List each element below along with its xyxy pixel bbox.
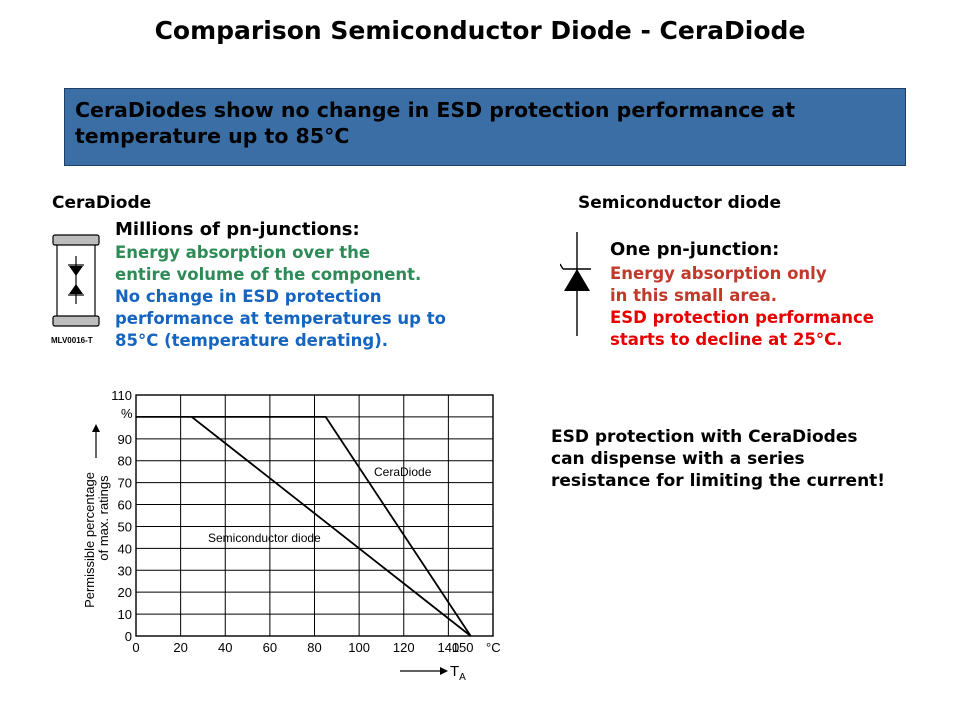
y-tick-label: 70 <box>118 476 132 491</box>
ceradiode-component-icon: MLV0016-T <box>51 234 100 345</box>
y-tick-label: 90 <box>118 432 132 447</box>
ceradiode-energy-line-1: Energy absorption over the <box>115 243 371 262</box>
y-tick-label: 0 <box>125 629 132 644</box>
y-tick-label: 30 <box>118 563 132 578</box>
ceradiode-energy-line-2: entire volume of the component. <box>115 265 422 284</box>
semiconductor-diode-icon <box>560 232 591 336</box>
series-label-semiconductor: Semiconductor diode <box>208 531 321 545</box>
semiconductor-energy-line-1: Energy absorption only <box>610 264 827 283</box>
chart-grid <box>135 394 494 637</box>
esd-note: ESD protection with CeraDiodes can dispe… <box>551 426 931 492</box>
x-axis-label-sub: A <box>459 672 466 683</box>
semiconductor-energy-line-2: in this small area. <box>610 286 778 305</box>
y-unit-label: % <box>121 406 133 421</box>
esd-note-line-2: can dispense with a series <box>551 449 805 469</box>
x-tick-label: 150 <box>452 640 474 655</box>
x-axis-label-main: T <box>450 663 459 680</box>
y-axis-label-line-2: of max. ratings <box>96 475 111 561</box>
ceradiode-curve <box>136 416 472 637</box>
component-caption: MLV0016-T <box>51 336 93 345</box>
x-axis-label: TA <box>450 663 466 683</box>
semiconductor-esd-line-2: starts to decline at 25°C. <box>610 330 843 349</box>
x-tick-label: 40 <box>218 640 232 655</box>
y-axis-label-line-1: Permissible percentage <box>82 472 97 608</box>
semiconductor-diode-label: Semiconductor diode <box>578 193 782 213</box>
chart-series <box>136 416 472 637</box>
x-tick-label: 0 <box>132 640 139 655</box>
x-tick-label: 60 <box>263 640 277 655</box>
headline-banner: CeraDiodes show no change in ESD protect… <box>64 88 906 166</box>
x-tick-label: 120 <box>393 640 415 655</box>
x-tick-label: 140 <box>438 640 460 655</box>
y-tick-label: 40 <box>118 541 132 556</box>
ceradiode-label: CeraDiode <box>52 193 152 213</box>
esd-note-line-1: ESD protection with CeraDiodes <box>551 427 858 447</box>
semiconductor-description: One pn-junction: Energy absorption only … <box>610 237 940 351</box>
x-tick-label: 80 <box>307 640 321 655</box>
series-label-ceradiode: CeraDiode <box>374 465 432 479</box>
ceradiode-heading: Millions of pn-junctions: <box>115 219 360 240</box>
y-tick-label: 50 <box>118 519 132 534</box>
x-axis-arrow-head <box>440 667 448 675</box>
y-tick-label: 110 <box>111 388 132 403</box>
y-axis-arrow-head <box>92 424 100 432</box>
esd-note-line-3: resistance for limiting the current! <box>551 471 886 491</box>
ceradiode-description: Millions of pn-junctions: Energy absorpt… <box>115 218 495 352</box>
x-unit-label: °C <box>486 640 501 655</box>
x-tick-label: 100 <box>348 640 370 655</box>
ceradiode-esd-line-2: performance at temperatures up to <box>115 309 446 328</box>
y-tick-label: 20 <box>118 585 132 600</box>
y-tick-label: 80 <box>118 454 132 469</box>
x-tick-label: 20 <box>173 640 187 655</box>
semiconductor-curve <box>191 416 472 637</box>
page-title: Comparison Semiconductor Diode - CeraDio… <box>154 16 806 45</box>
y-tick-label: 60 <box>118 498 132 513</box>
y-tick-label: 10 <box>118 607 132 622</box>
ceradiode-esd-line-3: 85°C (temperature derating). <box>115 331 389 350</box>
ceradiode-esd-line-1: No change in ESD protection <box>115 287 382 306</box>
semiconductor-esd-line-1: ESD protection performance <box>610 308 874 327</box>
semiconductor-heading: One pn-junction: <box>610 239 780 260</box>
